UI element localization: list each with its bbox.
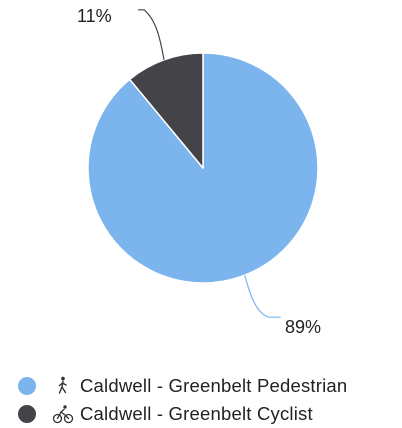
pedestrian-icon	[58, 376, 67, 394]
legend-item-pedestrian[interactable]: Caldwell - Greenbelt Pedestrian	[18, 372, 347, 400]
legend-label-cyclist: Caldwell - Greenbelt Cyclist	[80, 403, 313, 424]
pie-chart-svg: 89% 11%	[77, 6, 321, 337]
legend-swatch-cyclist	[18, 405, 36, 423]
cyclist-icon	[52, 405, 74, 424]
label-connector-cyclist	[138, 9, 165, 60]
label-connector-pedestrian	[244, 275, 281, 318]
legend-swatch-pedestrian	[18, 377, 36, 395]
chart-legend: Caldwell - Greenbelt Pedestrian Caldwell…	[18, 372, 347, 428]
legend-item-cyclist[interactable]: Caldwell - Greenbelt Cyclist	[18, 400, 347, 428]
data-label-cyclist: 11%	[77, 6, 112, 26]
legend-label-pedestrian: Caldwell - Greenbelt Pedestrian	[80, 375, 348, 396]
data-label-pedestrian: 89%	[285, 317, 321, 337]
pie-chart: 89% 11%	[77, 6, 321, 337]
pie-slice-cyclist[interactable]	[128, 52, 204, 169]
